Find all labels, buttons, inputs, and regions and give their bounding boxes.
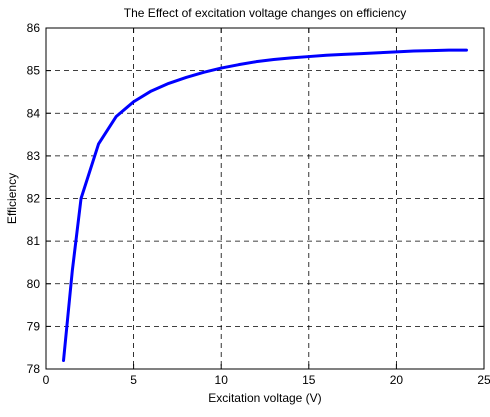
y-tick-label: 84 bbox=[27, 106, 41, 120]
chart-title: The Effect of excitation voltage changes… bbox=[124, 6, 406, 20]
x-tick-label: 5 bbox=[130, 373, 137, 387]
x-tick-label: 25 bbox=[477, 373, 490, 387]
series-layer bbox=[62, 48, 468, 362]
grid-lines bbox=[46, 28, 484, 369]
y-tick-label: 81 bbox=[27, 234, 41, 248]
y-tick-label: 82 bbox=[27, 192, 41, 206]
y-tick-label: 79 bbox=[27, 319, 41, 333]
y-tick-label: 85 bbox=[27, 64, 41, 78]
series-line bbox=[62, 48, 468, 362]
y-tick-label: 86 bbox=[27, 21, 41, 35]
axis-ticks bbox=[45, 27, 485, 370]
x-tick-label: 20 bbox=[390, 373, 404, 387]
y-tick-label: 80 bbox=[27, 277, 41, 291]
y-tick-label: 78 bbox=[27, 362, 41, 376]
x-tick-label: 15 bbox=[302, 373, 316, 387]
x-tick-label: 10 bbox=[215, 373, 229, 387]
tick-labels: 0 5 10 15 20 25 78 79 80 81 82 83 84 85 86 bbox=[27, 21, 490, 387]
x-tick-label: 0 bbox=[43, 373, 50, 387]
x-axis-title: Excitation voltage (V) bbox=[208, 391, 321, 405]
y-axis-title: Efficiency bbox=[5, 173, 19, 224]
y-tick-label: 83 bbox=[27, 149, 41, 163]
